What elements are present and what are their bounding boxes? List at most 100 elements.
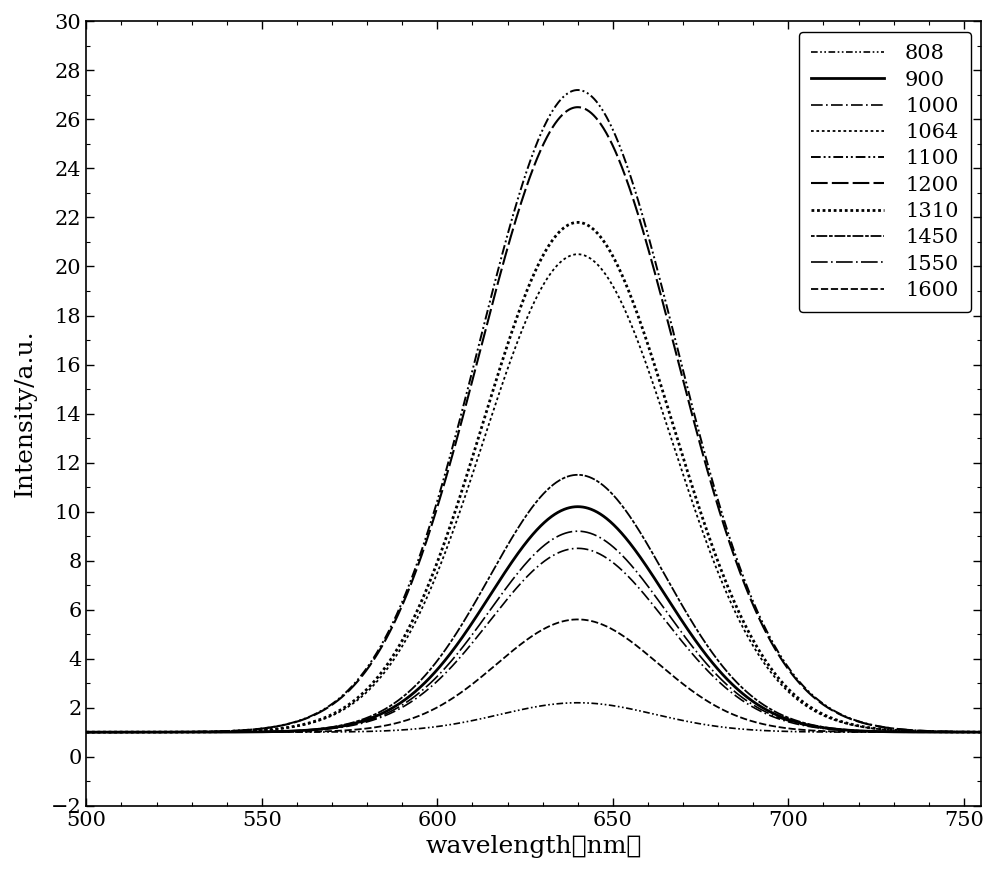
808 bbox=[492, 710, 504, 720]
1550 bbox=[572, 526, 584, 536]
1550 bbox=[975, 727, 987, 738]
1550 bbox=[492, 594, 504, 604]
808 bbox=[80, 727, 92, 738]
900 bbox=[572, 501, 584, 512]
1550 bbox=[950, 727, 962, 738]
900 bbox=[786, 715, 798, 726]
1064 bbox=[516, 326, 528, 337]
1200 bbox=[949, 726, 961, 737]
1200 bbox=[80, 727, 92, 738]
1200 bbox=[950, 726, 962, 737]
1200 bbox=[126, 727, 138, 738]
1064 bbox=[975, 727, 987, 738]
1600 bbox=[572, 614, 584, 624]
Line: 1450: 1450 bbox=[86, 475, 981, 732]
1600 bbox=[949, 727, 961, 738]
808 bbox=[516, 705, 528, 715]
808 bbox=[572, 698, 584, 708]
1000 bbox=[126, 727, 138, 738]
1064 bbox=[80, 727, 92, 738]
1450 bbox=[975, 727, 987, 738]
1310 bbox=[492, 370, 504, 380]
Line: 1310: 1310 bbox=[86, 222, 981, 732]
900 bbox=[126, 727, 138, 738]
1200 bbox=[516, 196, 528, 207]
1450 bbox=[516, 517, 528, 528]
Line: 808: 808 bbox=[86, 703, 981, 732]
1600 bbox=[126, 727, 138, 738]
1450 bbox=[492, 557, 504, 568]
1000 bbox=[80, 727, 92, 738]
1310 bbox=[786, 687, 798, 698]
1600 bbox=[950, 727, 962, 738]
808 bbox=[975, 727, 987, 738]
1310 bbox=[80, 727, 92, 738]
808 bbox=[786, 726, 798, 737]
Y-axis label: Intensity/a.u.: Intensity/a.u. bbox=[14, 330, 37, 497]
1000 bbox=[950, 727, 962, 738]
1450 bbox=[80, 727, 92, 738]
1100 bbox=[950, 726, 962, 737]
1100 bbox=[492, 266, 504, 276]
808 bbox=[950, 727, 962, 738]
1064 bbox=[949, 726, 961, 737]
1600 bbox=[516, 638, 528, 649]
Legend: 808, 900, 1000, 1064, 1100, 1200, 1310, 1450, 1550, 1600: 808, 900, 1000, 1064, 1100, 1200, 1310, … bbox=[799, 31, 971, 312]
X-axis label: wavelength（nm）: wavelength（nm） bbox=[426, 835, 642, 858]
1064 bbox=[786, 690, 798, 700]
808 bbox=[126, 727, 138, 738]
1310 bbox=[950, 726, 962, 737]
900 bbox=[516, 543, 528, 554]
1550 bbox=[516, 563, 528, 574]
1100 bbox=[516, 181, 528, 192]
1450 bbox=[950, 727, 962, 738]
1450 bbox=[572, 470, 584, 480]
1600 bbox=[492, 657, 504, 668]
Line: 1000: 1000 bbox=[86, 548, 981, 732]
900 bbox=[80, 727, 92, 738]
1100 bbox=[786, 667, 798, 678]
1310 bbox=[516, 299, 528, 310]
Line: 1550: 1550 bbox=[86, 531, 981, 732]
1600 bbox=[975, 727, 987, 738]
1550 bbox=[80, 727, 92, 738]
1100 bbox=[126, 727, 138, 738]
Line: 1200: 1200 bbox=[86, 107, 981, 732]
1000 bbox=[975, 727, 987, 738]
1450 bbox=[949, 727, 961, 738]
1200 bbox=[786, 668, 798, 678]
1200 bbox=[492, 278, 504, 289]
1100 bbox=[949, 726, 961, 737]
1064 bbox=[572, 249, 584, 260]
1064 bbox=[492, 392, 504, 403]
1100 bbox=[572, 85, 584, 95]
1310 bbox=[572, 217, 584, 228]
Line: 900: 900 bbox=[86, 507, 981, 732]
1100 bbox=[80, 727, 92, 738]
1100 bbox=[975, 726, 987, 737]
Line: 1064: 1064 bbox=[86, 255, 981, 732]
1200 bbox=[572, 102, 584, 112]
1000 bbox=[949, 727, 961, 738]
900 bbox=[492, 578, 504, 589]
808 bbox=[949, 727, 961, 738]
Line: 1100: 1100 bbox=[86, 90, 981, 732]
1550 bbox=[786, 717, 798, 727]
1310 bbox=[949, 726, 961, 737]
1550 bbox=[126, 727, 138, 738]
1200 bbox=[975, 726, 987, 737]
900 bbox=[950, 727, 962, 738]
1600 bbox=[80, 727, 92, 738]
1000 bbox=[516, 577, 528, 588]
900 bbox=[975, 727, 987, 738]
1000 bbox=[786, 718, 798, 728]
1310 bbox=[975, 727, 987, 738]
1450 bbox=[786, 713, 798, 724]
1310 bbox=[126, 727, 138, 738]
Line: 1600: 1600 bbox=[86, 619, 981, 732]
1064 bbox=[126, 727, 138, 738]
1000 bbox=[492, 605, 504, 616]
1000 bbox=[572, 543, 584, 554]
1550 bbox=[949, 727, 961, 738]
1600 bbox=[786, 724, 798, 734]
